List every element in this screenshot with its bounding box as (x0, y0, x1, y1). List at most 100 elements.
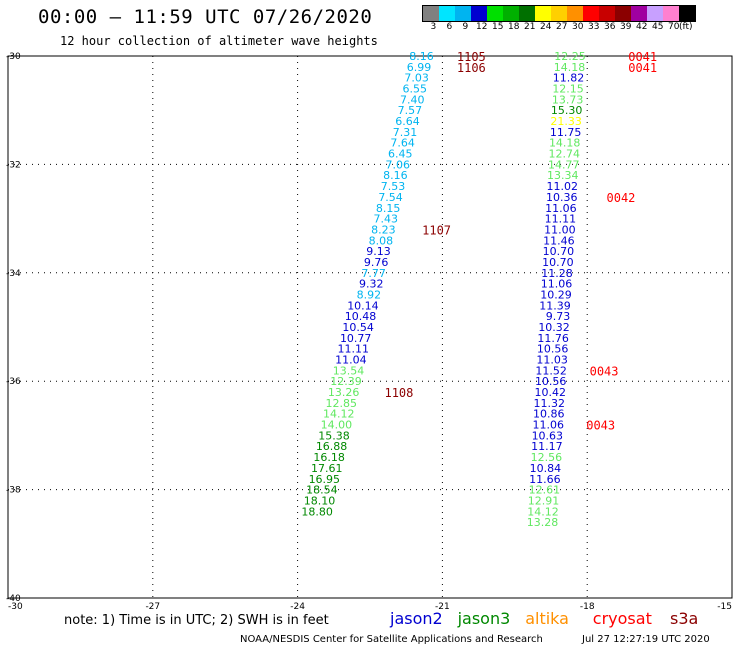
wave-height-value: 7.57 (398, 104, 423, 117)
longitude-tick-label: -18 (580, 602, 595, 612)
color-swatch (423, 6, 439, 21)
wave-height-value: 11.39 (539, 299, 571, 312)
color-swatch (471, 6, 487, 21)
wave-height-value: 10.56 (537, 343, 569, 356)
wave-height-value: 8.08 (369, 234, 394, 247)
wave-height-value: 11.06 (533, 419, 565, 432)
latitude-tick-label: -40 (6, 594, 21, 604)
wave-height-value: 7.31 (393, 126, 418, 139)
wave-height-value: 8.15 (376, 202, 401, 215)
color-scale-label: 18 (508, 22, 520, 32)
wave-height-value: 11.00 (544, 223, 576, 236)
wave-height-value: 10.29 (540, 288, 572, 301)
wave-height-value: 10.56 (535, 375, 567, 388)
color-swatch (455, 6, 471, 21)
wave-height-value: 6.55 (402, 83, 427, 96)
wave-height-value: 18.10 (304, 494, 336, 507)
wave-height-value: 7.06 (386, 158, 411, 171)
color-swatch (519, 6, 535, 21)
color-swatch (663, 6, 679, 21)
wave-height-value: 10.70 (543, 245, 575, 258)
map-frame (7, 55, 733, 599)
wave-height-value: 11.32 (533, 397, 565, 410)
wave-height-value: 12.74 (548, 148, 580, 161)
wave-height-value: 11.03 (536, 354, 568, 367)
wave-height-value: 21.33 (550, 115, 582, 128)
legend-jason2: jason2 (390, 609, 443, 628)
pass-time-tag: 1105 (457, 50, 486, 64)
color-scale-label: 24 (540, 22, 552, 32)
wave-height-value: 10.63 (532, 429, 564, 442)
wave-height-value: 10.32 (538, 321, 570, 334)
footer-note: note: 1) Time is in UTC; 2) SWH is in fe… (64, 613, 329, 628)
pass-time-tag: 1107 (422, 223, 451, 237)
wave-height-value: 13.28 (527, 516, 559, 529)
wave-height-value: 6.64 (395, 115, 420, 128)
wave-height-value: 16.95 (309, 473, 341, 486)
wave-height-value: 14.18 (554, 61, 586, 74)
wave-height-color-scale (422, 5, 696, 22)
wave-height-value: 7.40 (400, 93, 425, 106)
color-swatch (439, 6, 455, 21)
latitude-tick-label: -30 (6, 52, 21, 62)
wave-height-value: 11.82 (553, 72, 585, 85)
wave-height-value: 14.12 (323, 408, 355, 421)
color-scale-label: 70 (668, 22, 680, 32)
wave-height-value: 14.00 (321, 419, 353, 432)
wave-height-value: 10.36 (546, 191, 578, 204)
wave-height-value: 16.18 (313, 451, 345, 464)
pass-time-tag: 0043 (590, 364, 619, 378)
wave-height-value: 8.16 (383, 169, 408, 182)
wave-height-value: 11.66 (529, 473, 561, 486)
wave-height-value: 10.14 (347, 299, 379, 312)
legend-jason3: jason3 (457, 609, 511, 628)
wave-height-value: 10.42 (534, 386, 566, 399)
color-scale-label: 27 (556, 22, 568, 32)
wave-height-value: 15.38 (318, 429, 350, 442)
page-title: 00:00 – 11:59 UTC 07/26/2020 (38, 6, 373, 28)
color-scale-label: 15 (492, 22, 504, 32)
wave-height-value: 11.17 (531, 440, 563, 453)
wave-height-value: 9.73 (546, 310, 571, 323)
generated-timestamp: Jul 27 12:27:19 UTC 2020 (582, 634, 710, 645)
pass-time-tag: 1106 (457, 61, 486, 75)
wave-height-value: 14.77 (548, 158, 580, 171)
color-scale-label: 12 (476, 22, 488, 32)
latitude-tick-label: -32 (6, 160, 21, 170)
color-scale-label: 21 (524, 22, 536, 32)
longitude-tick-label: -30 (8, 602, 23, 612)
wave-height-value: 14.18 (549, 137, 581, 150)
wave-height-value: 12.85 (325, 397, 357, 410)
wave-height-value: 13.73 (552, 93, 584, 106)
wave-height-value: 12.25 (554, 50, 586, 63)
color-swatch (583, 6, 599, 21)
wave-height-value: 7.54 (378, 191, 403, 204)
color-swatch (679, 6, 695, 21)
wave-height-value: 8.92 (357, 288, 382, 301)
wave-height-value: 7.03 (404, 72, 429, 85)
pass-time-tag: 1108 (384, 386, 413, 400)
color-scale-label: 39 (620, 22, 632, 32)
wave-height-value: 16.88 (316, 440, 348, 453)
longitude-tick-label: -27 (145, 602, 160, 612)
color-swatch (487, 6, 503, 21)
color-scale-label: 42 (636, 22, 648, 32)
wave-height-value: 11.06 (545, 202, 577, 215)
latitude-tick-label: -34 (6, 269, 21, 279)
wave-height-value: 7.64 (390, 137, 415, 150)
color-scale-label: 3 (430, 22, 437, 32)
pass-time-tag: 0042 (607, 191, 636, 205)
pass-time-tag: 0041 (628, 50, 657, 64)
wave-height-value: 11.52 (535, 364, 567, 377)
wave-height-value: 18.80 (301, 505, 333, 518)
color-scale-label: 33 (588, 22, 600, 32)
wave-height-value: 10.48 (345, 310, 377, 323)
wave-height-value: 12.39 (330, 375, 362, 388)
longitude-tick-label: -21 (435, 602, 450, 612)
legend-s3a: s3a (670, 609, 699, 628)
wave-height-value: 10.77 (340, 332, 372, 345)
wave-height-value: 13.26 (328, 386, 360, 399)
wave-height-value: 12.56 (531, 451, 563, 464)
